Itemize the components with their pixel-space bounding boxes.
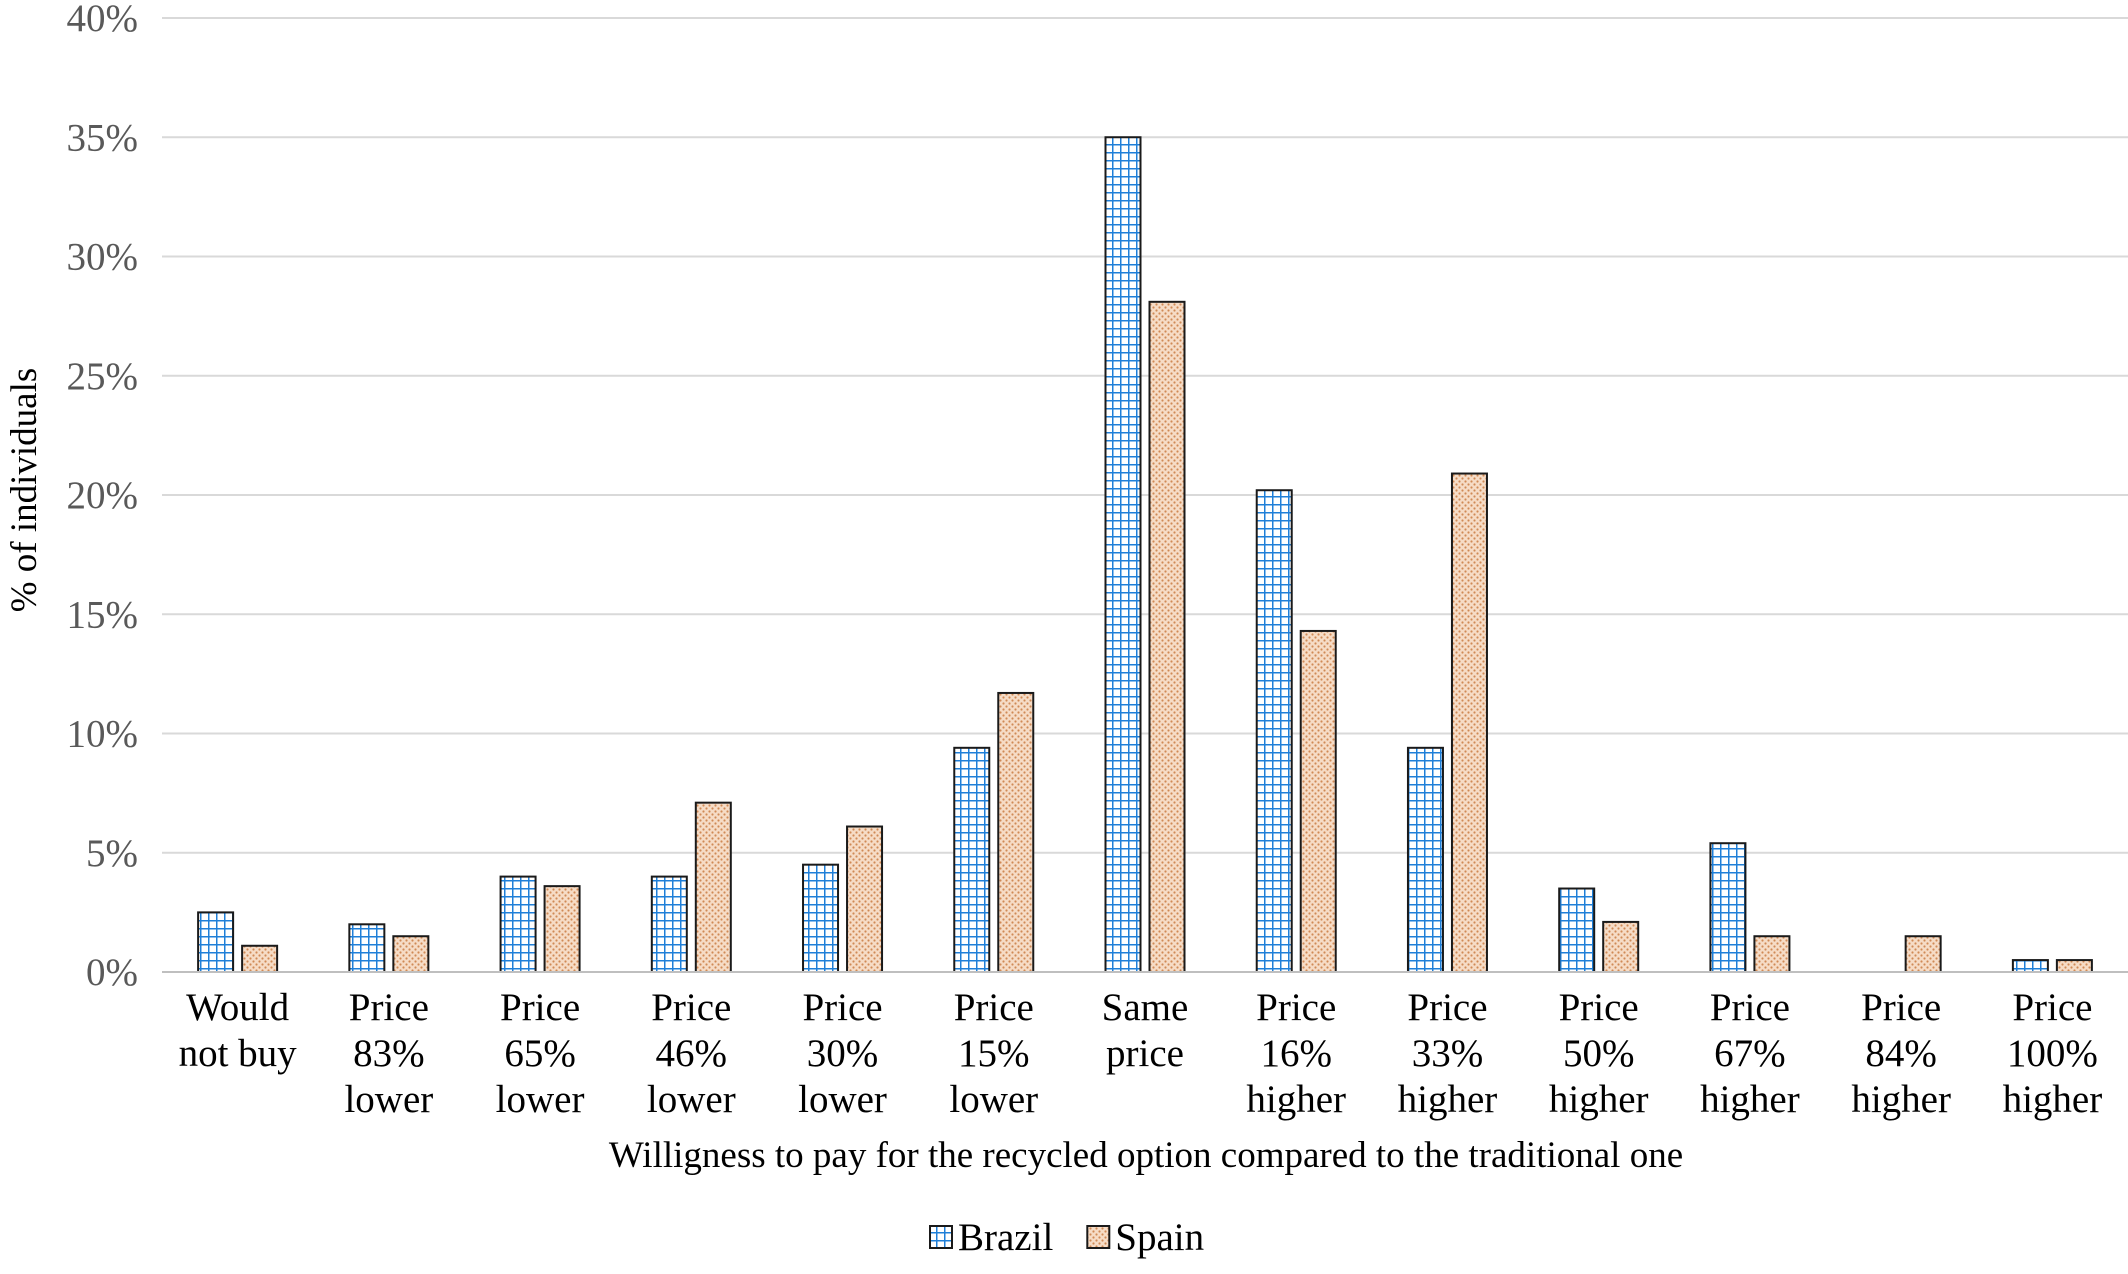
legend-label-spain: Spain (1115, 1216, 1204, 1259)
x-category-label: Price 30% lower (798, 986, 887, 1121)
bar-spain (846, 825, 884, 974)
bar-brazil (197, 911, 235, 973)
x-category-line: not buy (179, 1032, 298, 1075)
x-category-line: 30% (807, 1032, 879, 1075)
x-category-line: Same (1102, 986, 1189, 1029)
bars (197, 136, 2093, 974)
bar-spain (1602, 920, 1640, 973)
x-category-line: 33% (1412, 1032, 1484, 1075)
bar-spain (1753, 935, 1791, 973)
bar-spain (997, 691, 1035, 974)
x-category-line: Price (802, 986, 882, 1029)
bar-spain (1904, 935, 1942, 973)
x-category-line: Price (1861, 986, 1941, 1029)
x-category-line: Price (500, 986, 580, 1029)
x-category-label: Would not buy (179, 986, 298, 1075)
x-axis-title: Willigness to pay for the recycled optio… (609, 1135, 1683, 1176)
x-category-line: higher (1398, 1078, 1498, 1121)
bar-brazil (348, 923, 386, 973)
x-category-line: 50% (1563, 1032, 1635, 1075)
x-category-line: Price (1559, 986, 1639, 1029)
x-category-line: Would (186, 986, 290, 1029)
x-category-line: 83% (353, 1032, 425, 1075)
bar-brazil (499, 875, 537, 973)
x-category-line: Price (2012, 986, 2092, 1029)
bar-brazil (2011, 959, 2049, 974)
bar-spain (1148, 300, 1186, 973)
x-category-label: Price 33% higher (1398, 986, 1498, 1121)
y-axis-title: % of individuals (4, 368, 45, 613)
gridlines (162, 17, 2128, 854)
x-category-line: Price (954, 986, 1034, 1029)
y-axis-ticks: 0% 5% 10% 15% 20% 25% 30% 35% 40% (67, 0, 139, 994)
x-category-line: lower (647, 1078, 736, 1121)
x-category-label: Price 15% lower (949, 986, 1038, 1121)
bar-brazil (802, 863, 840, 973)
x-category-line: lower (798, 1078, 887, 1121)
x-category-line: 15% (958, 1032, 1030, 1075)
y-tick-label: 15% (67, 593, 139, 636)
bar-brazil (953, 746, 991, 973)
x-category-line: Price (349, 986, 429, 1029)
x-category-line: higher (1549, 1078, 1649, 1121)
x-category-line: higher (1700, 1078, 1800, 1121)
x-category-label: Price 65% lower (496, 986, 585, 1121)
x-category-line: 100% (2007, 1032, 2098, 1075)
bar-brazil (1709, 842, 1747, 974)
y-tick-label: 35% (67, 116, 139, 159)
x-category-line: Price (1407, 986, 1487, 1029)
x-category-line: Price (1710, 986, 1790, 1029)
legend-label-brazil: Brazil (958, 1216, 1053, 1259)
x-category-line: higher (1246, 1078, 1346, 1121)
x-category-label: Same price (1102, 986, 1189, 1075)
bar-spain (2055, 959, 2093, 974)
x-category-line: price (1106, 1032, 1184, 1075)
x-category-label: Price 16% higher (1246, 986, 1346, 1121)
x-category-line: higher (1851, 1078, 1951, 1121)
bar-brazil (1255, 489, 1293, 973)
x-category-line: 67% (1714, 1032, 1786, 1075)
y-tick-label: 30% (67, 236, 139, 279)
x-category-line: 84% (1865, 1032, 1937, 1075)
x-category-label: Price 100% higher (2003, 986, 2103, 1121)
x-category-line: Price (1256, 986, 1336, 1029)
bar-spain (392, 935, 430, 973)
x-category-label: Price 83% lower (344, 986, 433, 1121)
y-tick-label: 0% (86, 951, 138, 994)
legend: Brazil Spain (929, 1216, 1204, 1259)
bar-brazil (1104, 136, 1142, 973)
y-tick-label: 25% (67, 355, 139, 398)
bar-spain (1299, 629, 1337, 973)
x-category-label: Price 67% higher (1700, 986, 1800, 1121)
y-tick-label: 10% (67, 713, 139, 756)
bar-spain (543, 885, 581, 974)
bar-spain (241, 944, 279, 974)
x-category-label: Price 46% lower (647, 986, 736, 1121)
x-category-line: lower (496, 1078, 585, 1121)
x-category-line: 65% (504, 1032, 576, 1075)
y-tick-label: 20% (67, 474, 139, 517)
x-category-label: Price 84% higher (1851, 986, 1951, 1121)
legend-swatch-spain (1086, 1225, 1111, 1249)
x-category-line: 16% (1260, 1032, 1332, 1075)
x-category-label: Price 50% higher (1549, 986, 1649, 1121)
y-tick-label: 40% (67, 0, 139, 40)
x-category-line: lower (949, 1078, 1038, 1121)
y-tick-label: 5% (86, 832, 138, 875)
x-category-line: higher (2003, 1078, 2103, 1121)
bar-spain (694, 801, 732, 973)
x-category-line: Price (651, 986, 731, 1029)
bar-brazil (1406, 746, 1444, 973)
x-category-line: lower (344, 1078, 433, 1121)
bar-spain (1450, 472, 1488, 973)
bar-brazil (1558, 887, 1596, 974)
bar-brazil (650, 875, 688, 973)
legend-swatch-brazil (929, 1225, 953, 1249)
x-category-line: 46% (656, 1032, 728, 1075)
